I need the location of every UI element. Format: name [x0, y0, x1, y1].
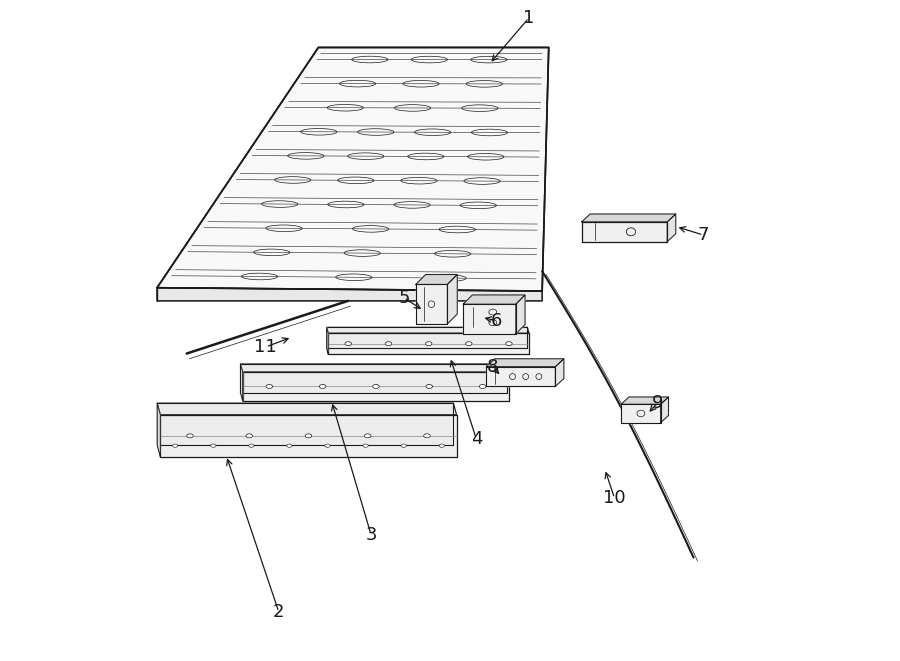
Ellipse shape	[465, 342, 472, 346]
Ellipse shape	[401, 444, 406, 447]
Text: 4: 4	[471, 430, 482, 448]
Polygon shape	[327, 327, 529, 333]
Text: 11: 11	[255, 338, 277, 356]
Ellipse shape	[186, 434, 194, 438]
Polygon shape	[416, 274, 457, 284]
Ellipse shape	[363, 444, 368, 447]
Polygon shape	[158, 48, 549, 291]
Ellipse shape	[320, 385, 326, 389]
Ellipse shape	[211, 444, 216, 447]
Polygon shape	[555, 359, 564, 387]
Ellipse shape	[325, 444, 330, 447]
Polygon shape	[327, 327, 527, 348]
Text: 1: 1	[523, 9, 535, 27]
Ellipse shape	[424, 434, 430, 438]
Polygon shape	[240, 364, 509, 372]
Ellipse shape	[364, 434, 371, 438]
Polygon shape	[327, 327, 328, 354]
Text: 3: 3	[365, 525, 377, 543]
Polygon shape	[243, 372, 509, 401]
Ellipse shape	[506, 342, 512, 346]
Polygon shape	[621, 397, 669, 405]
Polygon shape	[581, 214, 676, 222]
Text: 2: 2	[273, 603, 284, 621]
Ellipse shape	[345, 342, 352, 346]
Polygon shape	[667, 214, 676, 242]
Ellipse shape	[266, 385, 273, 389]
Polygon shape	[328, 333, 529, 354]
Polygon shape	[240, 364, 507, 393]
Polygon shape	[464, 295, 525, 304]
Ellipse shape	[439, 444, 445, 447]
Ellipse shape	[426, 385, 433, 389]
Polygon shape	[158, 403, 456, 414]
Text: 8: 8	[487, 358, 499, 375]
Polygon shape	[158, 288, 542, 301]
Polygon shape	[447, 274, 457, 324]
Text: 10: 10	[603, 489, 625, 508]
Ellipse shape	[373, 385, 379, 389]
Polygon shape	[486, 367, 555, 387]
Polygon shape	[486, 359, 564, 367]
Text: 5: 5	[398, 289, 410, 307]
Text: 7: 7	[698, 226, 709, 244]
Polygon shape	[416, 284, 447, 324]
Polygon shape	[158, 403, 454, 446]
Polygon shape	[464, 304, 516, 334]
Polygon shape	[621, 405, 661, 422]
Ellipse shape	[305, 434, 311, 438]
Ellipse shape	[385, 342, 392, 346]
Ellipse shape	[287, 444, 292, 447]
Polygon shape	[160, 414, 456, 457]
Polygon shape	[661, 397, 669, 422]
Ellipse shape	[480, 385, 486, 389]
Ellipse shape	[426, 342, 432, 346]
Text: 9: 9	[652, 394, 663, 412]
Polygon shape	[516, 295, 525, 334]
Polygon shape	[581, 222, 667, 242]
Ellipse shape	[248, 444, 254, 447]
Polygon shape	[158, 403, 160, 457]
Text: 6: 6	[491, 311, 502, 330]
Polygon shape	[240, 364, 243, 401]
Ellipse shape	[173, 444, 178, 447]
Ellipse shape	[246, 434, 253, 438]
